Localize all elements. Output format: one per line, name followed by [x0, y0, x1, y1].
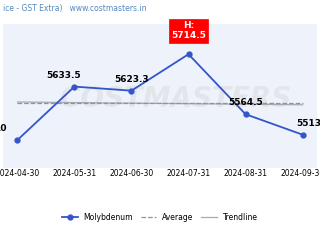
Text: 5633.5: 5633.5	[46, 71, 81, 80]
Legend: Molybdenum, Average, Trendline: Molybdenum, Average, Trendline	[59, 210, 261, 225]
Text: ice - GST Extra)   www.costmasters.in: ice - GST Extra) www.costmasters.in	[3, 4, 147, 12]
Text: H:
5714.5: H: 5714.5	[171, 21, 206, 40]
Text: 5513.3: 5513.3	[296, 119, 320, 128]
Text: COSTMASTERS: COSTMASTERS	[60, 85, 291, 113]
Text: 5623.3: 5623.3	[114, 75, 149, 84]
Text: .0: .0	[0, 124, 6, 133]
Text: 5564.5: 5564.5	[228, 98, 263, 107]
